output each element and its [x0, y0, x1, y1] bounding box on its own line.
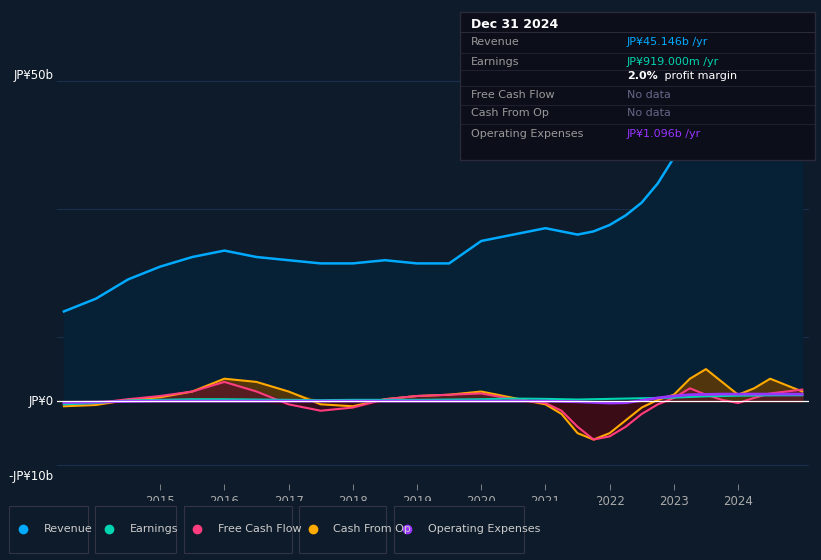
Bar [299, 506, 386, 553]
Text: Cash From Op: Cash From Op [470, 109, 548, 118]
Text: Free Cash Flow: Free Cash Flow [218, 524, 301, 534]
Text: JP¥919.000m /yr: JP¥919.000m /yr [627, 57, 719, 67]
Text: No data: No data [627, 109, 671, 118]
Text: JP¥1.096b /yr: JP¥1.096b /yr [627, 129, 701, 139]
Bar [95, 506, 176, 553]
Text: No data: No data [627, 90, 671, 100]
Text: Earnings: Earnings [130, 524, 178, 534]
Text: JP¥45.146b /yr: JP¥45.146b /yr [627, 38, 709, 48]
Text: Revenue: Revenue [44, 524, 93, 534]
Bar [184, 506, 292, 553]
Text: Free Cash Flow: Free Cash Flow [470, 90, 554, 100]
Text: Operating Expenses: Operating Expenses [470, 129, 583, 139]
Text: Cash From Op: Cash From Op [333, 524, 411, 534]
Text: Revenue: Revenue [470, 38, 520, 48]
Text: -JP¥10b: -JP¥10b [8, 470, 53, 483]
Text: 2.0%: 2.0% [627, 71, 658, 81]
Text: JP¥0: JP¥0 [29, 395, 53, 408]
Text: profit margin: profit margin [661, 71, 736, 81]
Text: Earnings: Earnings [470, 57, 519, 67]
Text: Dec 31 2024: Dec 31 2024 [470, 18, 558, 31]
Bar [9, 506, 88, 553]
Text: Operating Expenses: Operating Expenses [428, 524, 540, 534]
Text: JP¥50b: JP¥50b [14, 69, 53, 82]
Bar [393, 506, 524, 553]
